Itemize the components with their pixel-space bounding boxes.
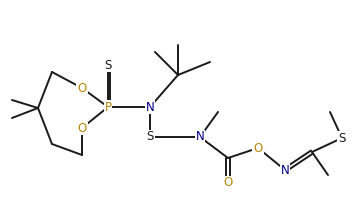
Text: S: S	[146, 131, 154, 144]
Text: P: P	[104, 101, 111, 113]
Text: O: O	[253, 141, 262, 155]
Text: O: O	[78, 82, 87, 95]
Text: S: S	[104, 58, 112, 71]
Text: S: S	[338, 131, 346, 144]
Text: N: N	[146, 101, 154, 113]
Text: N: N	[281, 163, 289, 177]
Text: N: N	[195, 131, 204, 144]
Text: O: O	[223, 177, 233, 190]
Text: O: O	[78, 122, 87, 135]
